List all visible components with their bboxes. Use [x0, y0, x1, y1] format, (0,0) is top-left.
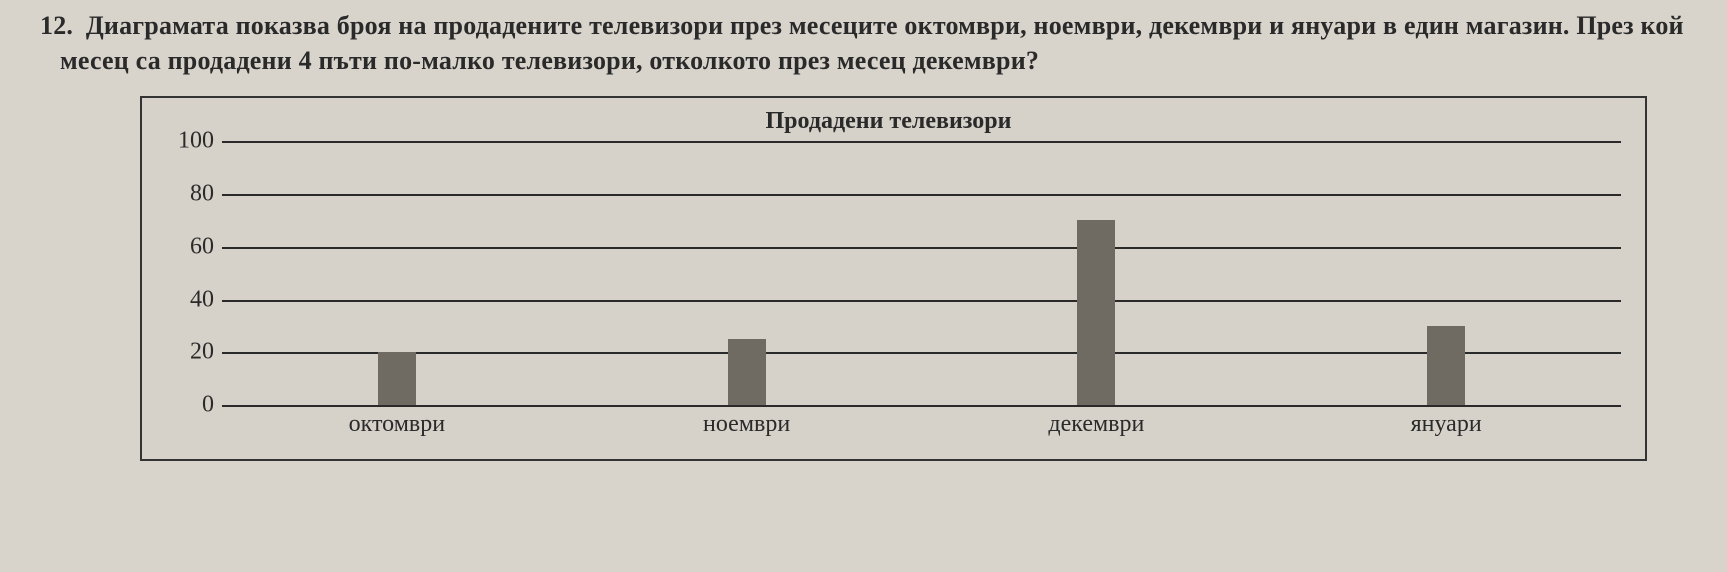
ytick-label: 100 [160, 128, 214, 155]
chart-bars [222, 141, 1621, 405]
bar-slot [1271, 141, 1621, 405]
bar [728, 339, 766, 405]
ytick-label: 20 [160, 339, 214, 366]
xlabel: ноември [572, 407, 922, 441]
chart-title: Продадени телевизори [156, 108, 1621, 135]
page: 12. Диаграмата показва броя на продадени… [0, 0, 1727, 461]
bar [1077, 220, 1115, 405]
question-number: 12. [40, 11, 73, 40]
ytick-label: 40 [160, 286, 214, 313]
ytick-label: 80 [160, 180, 214, 207]
bar-slot [222, 141, 572, 405]
chart-plot: 020406080100 октомвриноемвридекемвриянуа… [222, 141, 1621, 441]
question-body: Диаграмата показва броя на продадените т… [60, 11, 1684, 75]
question-text: 12. Диаграмата показва броя на продадени… [20, 8, 1687, 78]
chart-xlabels: октомвриноемвридекемвриянуари [222, 407, 1621, 441]
bar [378, 352, 416, 405]
ytick-label: 60 [160, 233, 214, 260]
chart-container: Продадени телевизори 020406080100 октомв… [140, 96, 1647, 461]
xlabel: декември [922, 407, 1272, 441]
bar-slot [922, 141, 1272, 405]
xlabel: октомври [222, 407, 572, 441]
ytick-label: 0 [160, 392, 214, 419]
bar [1427, 326, 1465, 405]
xlabel: януари [1271, 407, 1621, 441]
bar-slot [572, 141, 922, 405]
